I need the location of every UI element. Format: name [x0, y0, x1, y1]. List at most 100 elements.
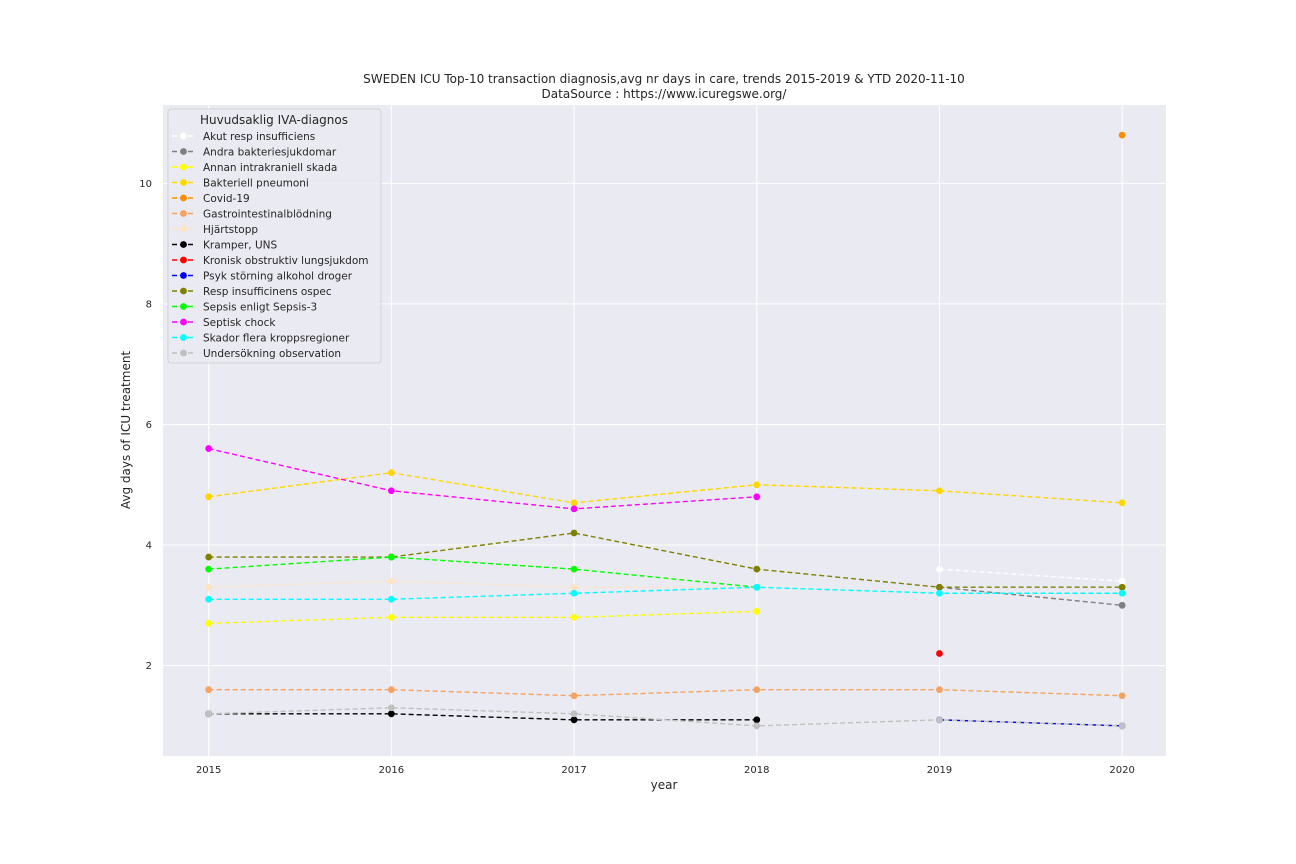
series-line [208, 532, 1123, 588]
legend-marker [180, 303, 187, 310]
legend-label: Kramper, UNS [203, 239, 278, 251]
legend-marker [180, 132, 187, 140]
x-tick-label: 2015 [196, 765, 221, 776]
legend-marker [180, 272, 187, 279]
legend-entry: Kronisk obstruktiv lungsjukdom [172, 255, 369, 267]
legend-box [167, 108, 382, 364]
legend-entry: Undersökning observation [172, 348, 341, 360]
legend-label: Skador flera kroppsregioner [203, 332, 350, 344]
data-point [387, 595, 395, 603]
x-tick-label: 2017 [561, 765, 586, 776]
data-point [753, 607, 761, 615]
data-point [753, 716, 761, 724]
data-point [570, 583, 578, 591]
data-point [387, 469, 395, 477]
legend-label: Bakteriell pneumoni [203, 177, 309, 189]
y-tick-label: 8 [146, 299, 152, 310]
y-tick-label: 4 [146, 541, 152, 552]
data-point [387, 704, 395, 712]
data-point [936, 716, 943, 724]
x-tick-label: 2019 [927, 765, 952, 776]
data-point [570, 692, 578, 700]
legend-entry: Sepsis enligt Sepsis-3 [172, 301, 317, 313]
legend-entry: Kramper, UNS [172, 239, 278, 251]
x-tick-label: 2016 [379, 765, 404, 776]
legend-label: Covid-19 [203, 193, 250, 205]
legend-label: Resp insufficinens ospec [203, 286, 332, 298]
data-point [387, 710, 395, 718]
legend-entry: Bakteriell pneumoni [172, 177, 309, 189]
series-line [208, 586, 1123, 600]
data-point [936, 487, 943, 495]
data-point [387, 577, 395, 585]
data-point [936, 650, 943, 657]
legend-label: Psyk störning alkohol droger [203, 270, 353, 282]
data-point [1118, 583, 1126, 591]
legend-label: Gastrointestinalblödning [203, 208, 332, 220]
series-10 [205, 529, 1126, 591]
legend-title: Huvudsaklig IVA-diagnos [200, 113, 348, 127]
data-point [205, 445, 213, 452]
data-point [205, 595, 213, 603]
legend-marker [180, 334, 187, 341]
data-point [936, 686, 943, 694]
legend-marker [180, 194, 187, 202]
data-point [205, 710, 213, 718]
data-point [387, 613, 395, 621]
legend-marker [180, 148, 187, 155]
legend-marker [180, 163, 187, 171]
data-point [387, 553, 395, 561]
data-point [205, 553, 213, 561]
data-point [753, 722, 761, 730]
legend-entry: Psyk störning alkohol droger [172, 270, 353, 282]
legend-marker [180, 287, 187, 295]
data-point [387, 686, 395, 694]
data-point [570, 710, 578, 718]
series-12 [205, 445, 761, 513]
data-point [1118, 601, 1126, 609]
series-line [208, 471, 1123, 504]
legend-label: Annan intrakraniell skada [203, 162, 337, 174]
series-line [208, 707, 1123, 727]
x-tick-label: 2020 [1109, 765, 1134, 776]
legend-entry: Akut resp insufficiens [172, 131, 315, 143]
data-point [1118, 131, 1126, 139]
series-13 [205, 583, 1126, 603]
data-point [570, 505, 578, 513]
series-8 [936, 650, 943, 657]
series-4 [1118, 131, 1126, 139]
legend-label: Andra bakteriesjukdomar [203, 146, 337, 158]
data-point [387, 487, 395, 495]
axis-ticks: 2015 2016 2017 2018 2019 2020 2 4 6 8 10 [139, 179, 1135, 776]
legend-entry: Andra bakteriesjukdomar [172, 146, 337, 158]
series-14 [205, 704, 1126, 730]
data-point [570, 716, 578, 724]
y-tick-label: 2 [146, 661, 152, 672]
data-point [205, 565, 213, 573]
data-point [1118, 577, 1126, 585]
legend-marker [180, 256, 187, 264]
legend-entry: Covid-19 [172, 193, 250, 205]
data-point [753, 583, 761, 591]
legend-entry: Gastrointestinalblödning [172, 208, 332, 220]
legend-entry: Skador flera kroppsregioner [172, 332, 350, 344]
legend-entry: Hjärtstopp [172, 224, 258, 236]
chart-subtitle: DataSource : https://www.icuregswe.org/ [542, 87, 788, 101]
x-tick-label: 2018 [744, 765, 769, 776]
series-line [208, 556, 757, 588]
data-point [753, 493, 761, 501]
grid-lines [163, 105, 1166, 756]
data-point [570, 613, 578, 621]
legend-entry: Annan intrakraniell skada [172, 162, 337, 174]
legend-items: Akut resp insufficiens Andra bakteriesjuk… [172, 131, 369, 360]
series-line [208, 688, 1123, 697]
legend-entry: Septisk chock [172, 317, 276, 329]
data-point [1118, 692, 1126, 700]
chart-title: SWEDEN ICU Top-10 transaction diagnosis,… [363, 72, 965, 86]
data-point [205, 619, 213, 627]
series-5 [205, 686, 1126, 700]
series-line [939, 568, 1123, 582]
legend-label: Kronisk obstruktiv lungsjukdom [203, 255, 369, 267]
data-point [1118, 589, 1126, 597]
data-point [570, 565, 578, 573]
